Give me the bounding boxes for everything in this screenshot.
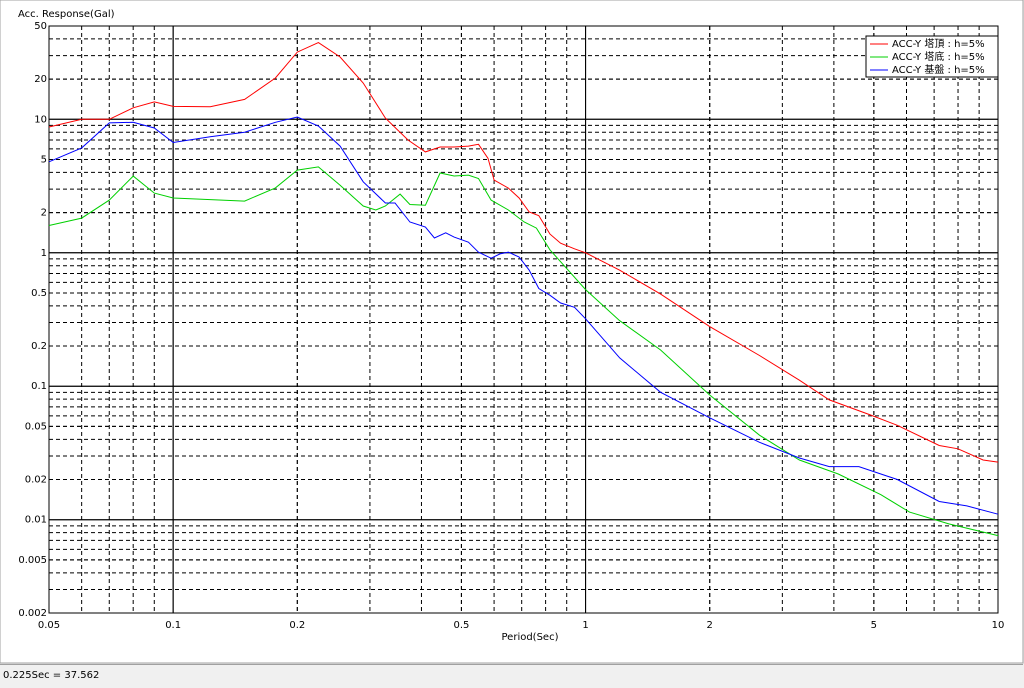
y-tick-label: 50 [34,21,47,32]
x-tick-label: 0.5 [453,620,469,631]
y-tick-label: 0.005 [18,555,47,566]
y-tick-label: 0.02 [25,475,47,486]
y-tick-label: 1 [41,248,47,259]
y-tick-label: 0.2 [31,341,47,352]
chart-background [0,0,1024,664]
plot-border [48,25,999,614]
y-tick-label: 0.5 [31,288,47,299]
x-tick-label: 1 [582,620,588,631]
y-tick-label: 2 [41,208,47,219]
y-tick-label: 0.01 [25,515,47,526]
y-tick-label: 10 [34,114,47,125]
x-tick-label: 5 [871,620,877,631]
y-tick-label: 20 [34,74,47,85]
x-axis-label: Period(Sec) [502,632,559,643]
y-tick-label: 5 [41,154,47,165]
data-line [48,116,999,515]
legend-label: ACC-Y 塔頂 : h=5% [892,37,985,50]
x-tick-label: 0.1 [165,620,181,631]
x-tick-label: 10 [992,620,1005,631]
y-tick-label: 0.05 [25,421,47,432]
y-tick-label: 0.1 [31,381,47,392]
data-line [48,166,999,537]
x-tick-label: 2 [707,620,713,631]
x-tick-label: 0.05 [38,620,60,631]
legend-label: ACC-Y 塔底 : h=5% [892,50,985,63]
status-bar: 0.225Sec = 37.562 [0,664,1023,685]
x-tick-label: 0.2 [289,620,305,631]
data-line [48,42,999,463]
y-tick-label: 0.002 [18,608,47,619]
chart-title: Acc. Response(Gal) [18,9,115,20]
legend-label: ACC-Y 基盤 : h=5% [892,63,985,76]
